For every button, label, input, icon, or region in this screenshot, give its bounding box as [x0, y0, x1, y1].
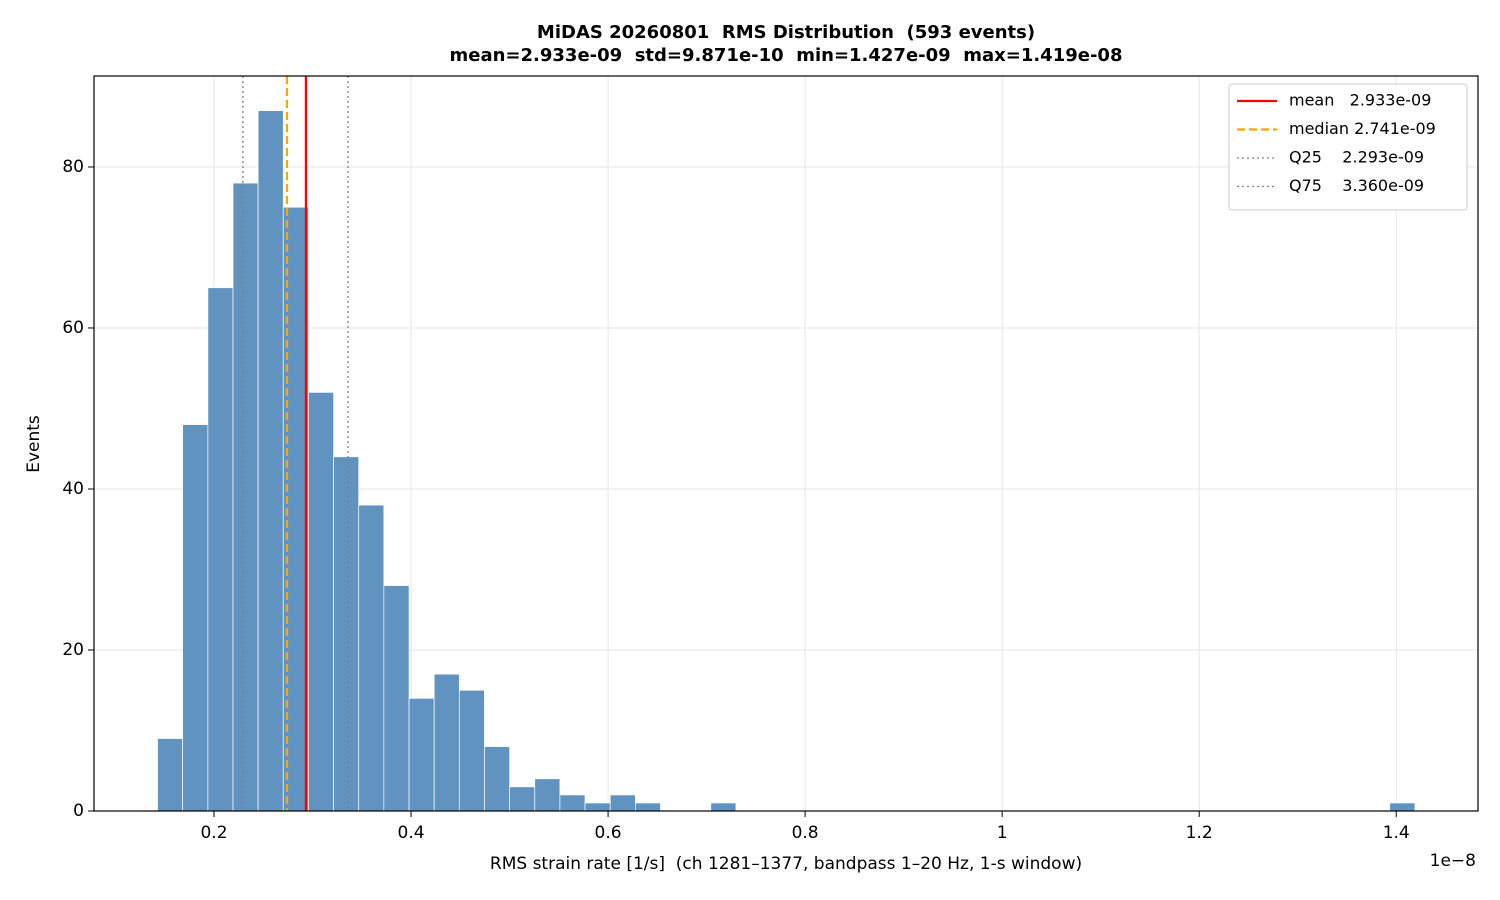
bar: [333, 456, 360, 812]
chart-subtitle: mean=2.933e-09 std=9.871e-10 min=1.427e-…: [450, 45, 1123, 66]
bar: [1389, 802, 1416, 812]
bar: [182, 424, 209, 812]
legend-label: mean 2.933e-09: [1289, 91, 1431, 110]
x-axis-label: RMS strain rate [1/s] (ch 1281–1377, ban…: [490, 854, 1082, 874]
y-tick-label: 60: [62, 318, 84, 338]
chart-title: MiDAS 20260801 RMS Distribution (593 eve…: [537, 22, 1035, 43]
x-tick-label: 0.8: [792, 823, 819, 843]
bar: [433, 673, 460, 812]
y-tick-label: 40: [62, 479, 84, 499]
legend-box: [1228, 83, 1468, 211]
y-tick-label: 20: [62, 640, 84, 660]
bar: [710, 802, 737, 812]
bar: [157, 738, 184, 812]
bar: [484, 746, 511, 812]
bar: [609, 794, 636, 812]
y-axis-label: Events: [24, 415, 44, 473]
bar: [358, 504, 385, 812]
bar: [207, 287, 234, 812]
y-tick-label: 0: [73, 801, 84, 821]
x-tick-label: 0.2: [200, 823, 227, 843]
bar: [458, 689, 485, 812]
x-offset-label: 1e−8: [1430, 851, 1476, 871]
legend-label: Q75 3.360e-09: [1289, 176, 1424, 195]
y-tick-label: 80: [62, 157, 84, 177]
legend-label: Q25 2.293e-09: [1289, 148, 1424, 167]
x-tick-label: 0.4: [398, 823, 425, 843]
bar: [584, 802, 611, 812]
x-tick-label: 1: [997, 823, 1008, 843]
bar: [635, 802, 661, 812]
bar: [383, 585, 410, 812]
legend-label: median 2.741e-09: [1289, 119, 1436, 138]
bar: [509, 786, 536, 812]
x-tick-label: 1.2: [1186, 823, 1213, 843]
bar: [308, 392, 334, 812]
bar: [232, 182, 259, 812]
bar: [257, 110, 284, 812]
axes-frame: [93, 75, 1479, 812]
x-tick-label: 1.4: [1383, 823, 1410, 843]
x-tick-label: 0.6: [595, 823, 622, 843]
bar: [559, 794, 586, 812]
bar: [408, 697, 435, 812]
bar: [534, 778, 561, 812]
